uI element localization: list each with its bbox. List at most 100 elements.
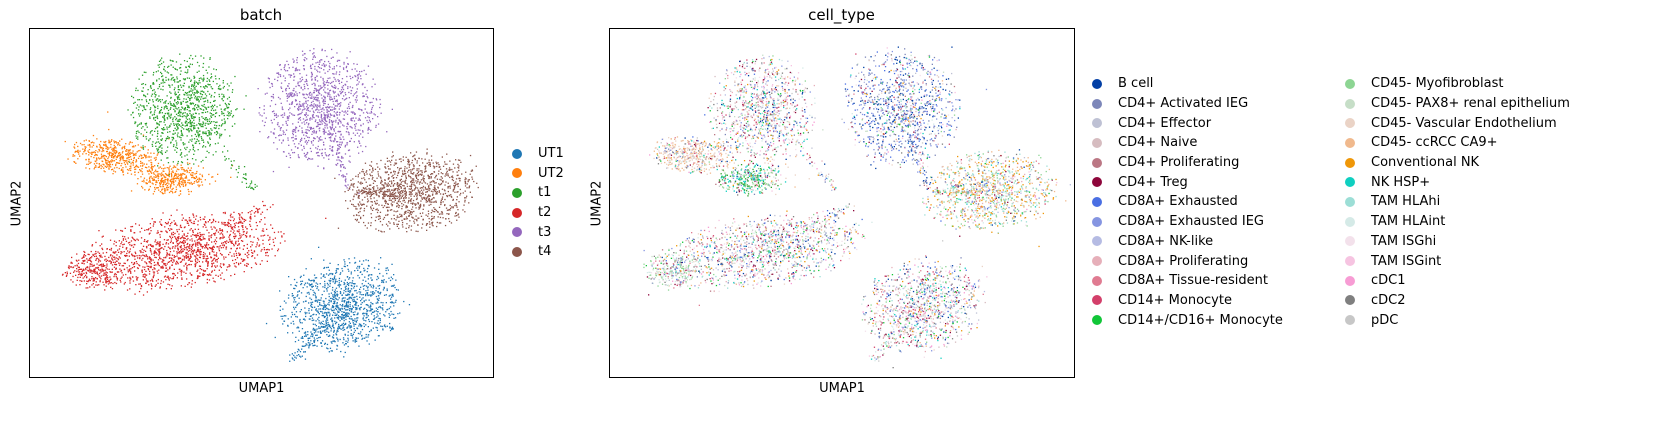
scatter-point	[172, 105, 175, 107]
scatter-point	[198, 179, 200, 181]
scatter-point	[384, 326, 387, 328]
scatter-point	[193, 108, 196, 110]
scatter-point	[169, 131, 171, 133]
scatter-point	[309, 110, 311, 112]
scatter-point	[304, 282, 307, 284]
scatter-point	[154, 285, 156, 287]
scatter-point	[163, 127, 165, 129]
scatter-point	[343, 292, 345, 294]
scatter-point	[176, 124, 178, 127]
scatter-point	[149, 270, 151, 273]
scatter-point	[100, 140, 102, 143]
scatter-point	[350, 311, 353, 313]
scatter-point	[129, 276, 131, 279]
scatter-point	[189, 162, 191, 165]
cluster-UT2	[130, 162, 206, 197]
scatter-point	[166, 128, 168, 130]
scatter-point	[98, 252, 101, 254]
scatter-point	[208, 239, 210, 241]
scatter-point	[177, 239, 179, 241]
scatter-point	[165, 223, 168, 225]
scatter-point	[376, 316, 378, 318]
scatter-point	[156, 80, 158, 82]
scatter-point	[342, 315, 344, 317]
scatter-point	[333, 66, 335, 68]
scatter-point	[194, 55, 197, 57]
scatter-point	[340, 288, 342, 290]
scatter-point	[205, 122, 207, 124]
scatter-point	[367, 286, 369, 288]
scatter-point	[142, 254, 144, 256]
scatter-point	[129, 250, 131, 253]
scatter-point	[297, 326, 299, 328]
scatter-point	[264, 223, 266, 225]
scatter-point	[221, 223, 223, 225]
scatter-point	[347, 337, 349, 339]
scatter-point	[173, 250, 175, 252]
scatter-point	[192, 103, 195, 105]
scatter-point	[361, 294, 363, 296]
scatter-point	[339, 309, 341, 312]
scatter-point	[198, 65, 200, 67]
scatter-point	[313, 97, 316, 99]
scatter-point	[245, 232, 248, 234]
scatter-point	[101, 236, 103, 238]
scatter-point	[382, 329, 384, 331]
scatter-point	[171, 254, 174, 256]
scatter-point	[157, 162, 160, 165]
scatter-point	[190, 169, 192, 172]
scatter-point	[233, 211, 235, 213]
scatter-point	[199, 133, 201, 136]
scatter-point	[294, 341, 297, 343]
scatter-point	[240, 258, 243, 260]
scatter-point	[202, 226, 204, 228]
scatter-point	[198, 256, 201, 258]
scatter-point	[64, 272, 66, 274]
scatter-point	[160, 219, 162, 221]
scatter-point	[377, 291, 379, 293]
scatter-point	[162, 281, 165, 283]
scatter-point	[154, 142, 157, 144]
scatter-point	[336, 337, 338, 339]
scatter-point	[334, 289, 336, 291]
scatter-point	[346, 126, 348, 128]
scatter-point	[208, 173, 210, 176]
scatter-point	[146, 263, 148, 265]
scatter-point	[332, 327, 335, 329]
scatter-point	[343, 300, 346, 302]
scatter-point	[243, 233, 245, 236]
scatter-point	[93, 279, 95, 281]
scatter-point	[314, 294, 316, 296]
scatter-point	[337, 268, 339, 270]
scatter-point	[102, 235, 104, 237]
scatter-point	[171, 136, 173, 139]
scatter-point	[315, 297, 317, 299]
scatter-point	[101, 256, 103, 258]
scatter-point	[180, 129, 182, 132]
scatter-point	[391, 301, 394, 304]
scatter-point	[344, 279, 346, 281]
scatter-point	[386, 309, 388, 311]
scatter-point	[335, 308, 338, 311]
scatter-point	[161, 62, 163, 65]
scatter-point	[390, 296, 393, 298]
scatter-point	[315, 119, 317, 121]
scatter-point	[355, 302, 357, 305]
scatter-point	[369, 307, 372, 309]
scatter-point	[131, 244, 133, 246]
scatter-point	[150, 175, 152, 178]
scatter-point	[271, 227, 274, 229]
scatter-point	[183, 237, 185, 239]
scatter-point	[196, 170, 198, 173]
scatter-point	[210, 115, 212, 117]
scatter-point	[164, 263, 166, 265]
scatter-point	[123, 251, 125, 253]
scatter-point	[140, 154, 142, 156]
scatter-point	[211, 114, 214, 116]
scatter-point	[343, 281, 345, 284]
scatter-point	[96, 154, 98, 156]
scatter-point	[221, 133, 223, 136]
scatter-point	[194, 133, 196, 136]
scatter-point	[162, 212, 164, 214]
scatter-point	[338, 308, 340, 311]
